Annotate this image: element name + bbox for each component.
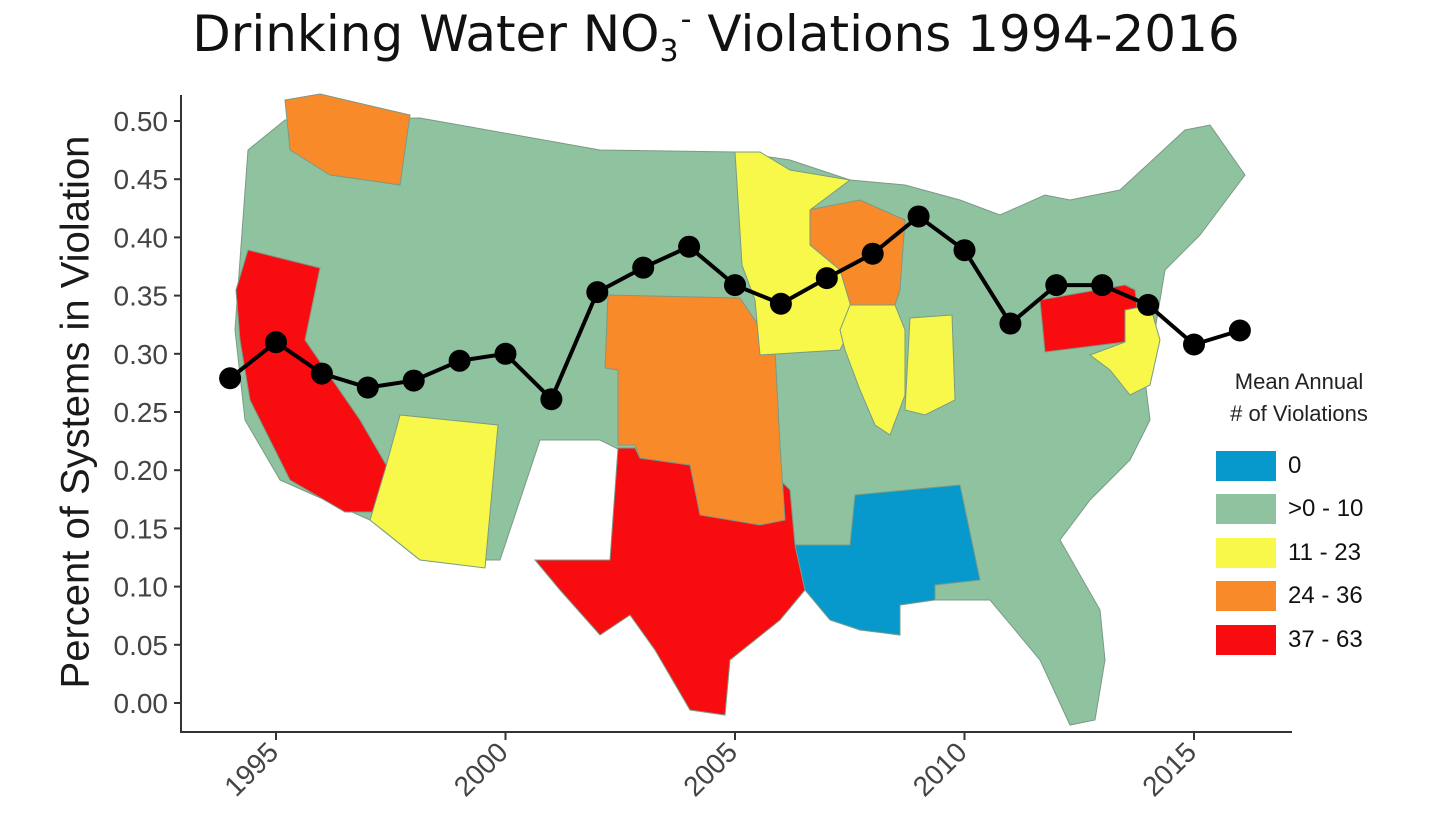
legend-label: 24 - 36 (1288, 582, 1363, 610)
map-region-mid-atlantic (1088, 304, 1161, 396)
data-point (310, 362, 333, 385)
legend-title-line1: Mean Annual (1234, 369, 1364, 394)
x-tick-label: 2000 (448, 736, 514, 802)
data-point (861, 242, 884, 265)
map-region-illinois (839, 304, 906, 436)
data-point (1045, 274, 1068, 297)
legend-label: 37 - 63 (1288, 625, 1363, 653)
y-tick-label: 0.10 (114, 572, 169, 603)
x-tick-label: 2010 (907, 736, 973, 802)
legend-label: 11 - 23 (1288, 538, 1361, 566)
data-point (678, 235, 701, 258)
legend-item: 24 - 36 (1206, 575, 1406, 619)
y-tick-label: 0.05 (114, 630, 169, 661)
data-point (402, 369, 425, 392)
legend-label: >0 - 10 (1288, 495, 1364, 523)
legend-title-line2: # of Violations (1230, 401, 1368, 426)
data-point (724, 274, 746, 297)
data-point (953, 239, 976, 262)
y-tick-label: 0.50 (114, 106, 169, 137)
y-tick-label: 0.40 (114, 222, 169, 253)
data-point (356, 376, 379, 399)
legend: Mean Annual # of Violations 0 >0 - 10 11 -… (1206, 366, 1406, 662)
data-point (1228, 319, 1251, 342)
data-point (907, 205, 930, 228)
map-region-washington (284, 93, 411, 186)
y-tick-label: 0.45 (114, 164, 169, 195)
legend-item: 11 - 23 (1206, 531, 1406, 575)
legend-label: 0 (1288, 451, 1302, 479)
data-point (219, 367, 242, 390)
x-tick-label: 2005 (677, 736, 743, 802)
x-tick-label: 1995 (218, 736, 284, 802)
legend-item: >0 - 10 (1206, 488, 1406, 532)
y-tick-label: 0.00 (114, 688, 169, 719)
x-tick-label: 2015 (1136, 736, 1202, 802)
data-point (815, 267, 838, 290)
y-tick-label: 0.35 (114, 281, 169, 312)
y-tick-label: 0.15 (114, 513, 169, 544)
data-point (448, 349, 471, 372)
map-region-indiana (904, 314, 956, 416)
data-point (769, 292, 792, 315)
map-region-arizona (369, 414, 499, 569)
legend-swatch (1216, 537, 1276, 568)
legend-swatch (1216, 494, 1276, 525)
us-choropleth-map (234, 93, 1246, 726)
map-region-minnesota-iowa (734, 151, 856, 356)
y-tick-label: 0.20 (114, 455, 169, 486)
data-point (494, 342, 517, 365)
legend-item: 37 - 63 (1206, 618, 1406, 662)
map-region-plains (604, 294, 786, 526)
data-point (540, 388, 563, 411)
data-point (1137, 293, 1160, 316)
legend-swatch (1216, 624, 1276, 655)
y-tick-label: 0.25 (114, 397, 169, 428)
legend-swatch (1216, 581, 1276, 612)
y-tick-label: 0.30 (114, 339, 169, 370)
legend-item: 0 (1206, 444, 1406, 488)
data-point (632, 256, 655, 279)
data-point (586, 281, 609, 304)
legend-swatch (1216, 450, 1276, 481)
data-point (999, 312, 1022, 335)
data-point (1183, 333, 1205, 356)
chart-title: Drinking Water NO3- Violations 1994-2016 (192, 2, 1240, 69)
data-point (265, 331, 287, 354)
map-region-deep-south (794, 484, 981, 636)
data-point (1091, 274, 1114, 297)
